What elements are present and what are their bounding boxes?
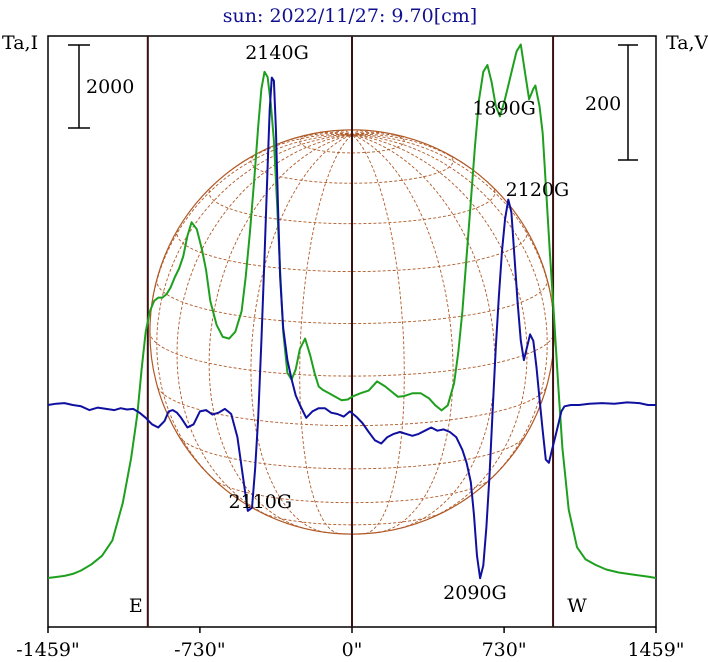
longitude-line xyxy=(250,134,353,533)
latitude-line xyxy=(178,436,526,470)
annotations: 2140G 1890G 2120G 2110G 2090G xyxy=(229,42,570,604)
longitude-line xyxy=(351,131,390,136)
x-tick-label: 1459" xyxy=(627,639,684,661)
field-strength-label: 2120G xyxy=(506,179,570,201)
scale-bar-left-label: 2000 xyxy=(86,76,134,98)
longitude-line xyxy=(351,130,374,136)
series-line-stokes-i xyxy=(47,43,657,579)
y-axis-label-left: Ta,I xyxy=(2,32,38,54)
chart-title: sun: 2022/11/27: 9.70[cm] xyxy=(223,5,477,27)
longitude-line xyxy=(208,134,353,530)
field-strength-label: 2110G xyxy=(229,491,293,513)
longitude-line xyxy=(280,133,353,144)
longitude-line xyxy=(351,134,496,530)
longitude-line xyxy=(149,134,353,333)
longitude-line xyxy=(176,134,353,519)
field-strength-label: 2140G xyxy=(245,42,309,64)
latitude-line xyxy=(299,131,405,154)
limb-label: W xyxy=(567,595,587,617)
longitude-line xyxy=(228,133,353,172)
longitude-line xyxy=(351,134,528,519)
longitude-line xyxy=(330,130,353,136)
y-axis-label-right: Ta,V xyxy=(666,32,708,54)
field-strength-label: 1890G xyxy=(472,98,536,120)
x-tick-label: -730" xyxy=(174,639,225,661)
longitude-line xyxy=(341,129,353,136)
x-axis-ticks: -1459" -730" 0" 730" 1459" xyxy=(16,627,685,661)
scale-bar-right-label: 200 xyxy=(585,93,621,115)
series-line-stokes-v xyxy=(47,76,656,580)
longitude-line xyxy=(351,134,555,333)
scale-bar-right: 200 xyxy=(585,44,638,161)
limb-label: E xyxy=(129,595,143,617)
scale-bar-left: 2000 xyxy=(68,44,134,129)
longitude-line xyxy=(351,134,454,533)
x-tick-label: 730" xyxy=(482,639,527,661)
longitude-line xyxy=(351,133,476,172)
longitude-line xyxy=(351,129,363,136)
longitude-line xyxy=(351,133,424,144)
x-tick-label: 0" xyxy=(342,639,363,661)
x-tick-label: -1459" xyxy=(16,639,80,661)
longitude-line xyxy=(314,131,353,136)
series-lines xyxy=(47,43,657,580)
longitude-line xyxy=(351,134,548,487)
longitude-line xyxy=(351,134,405,534)
field-strength-label: 2090G xyxy=(443,582,507,604)
